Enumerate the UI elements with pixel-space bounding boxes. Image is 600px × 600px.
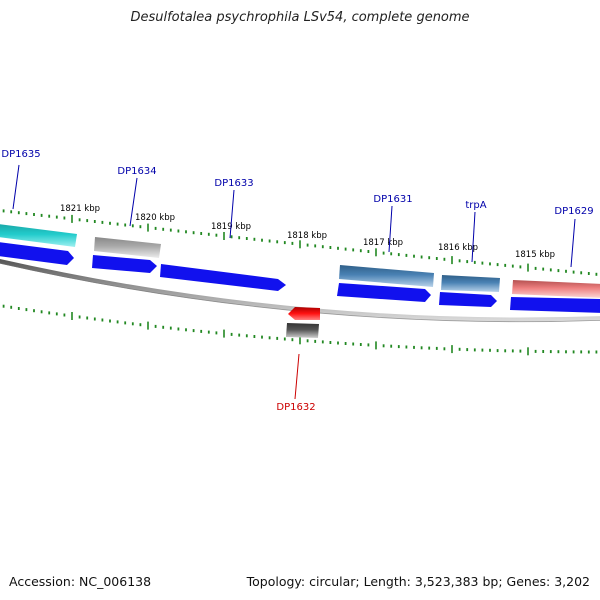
gene-label-DP1631[interactable]: DP1631: [373, 194, 412, 205]
cds-arrow[interactable]: [160, 264, 286, 291]
cds-arrow[interactable]: [337, 283, 431, 302]
tick-label: 1818 kbp: [287, 231, 327, 241]
cds-arrow-reverse[interactable]: [288, 307, 320, 320]
gene-label-DP1635[interactable]: DP1635: [1, 149, 40, 160]
gene-label-DP1633[interactable]: DP1633: [214, 178, 253, 189]
genome-summary: Topology: circular; Length: 3,523,383 bp…: [246, 574, 590, 589]
gene-label-trpA[interactable]: trpA: [465, 200, 486, 211]
tick-label: 1817 kbp: [363, 238, 403, 248]
inner-tick-ring: [2, 304, 598, 356]
tick-label: 1820 kbp: [135, 213, 175, 223]
gene-label-DP1629[interactable]: DP1629: [554, 206, 593, 217]
gene-track: [0, 224, 600, 338]
gene-bar-DP1635[interactable]: [0, 224, 77, 247]
gene-callouts: DP1635 DP1634 DP1633 DP1632 DP1631 trpA …: [1, 149, 593, 413]
cds-arrow[interactable]: [439, 292, 497, 307]
gene-bar-DP1631[interactable]: [339, 265, 434, 287]
gene-bar-DP1634[interactable]: [94, 237, 161, 258]
gene-bar-DP1629[interactable]: [512, 280, 600, 298]
accession-label: Accession: NC_006138: [9, 574, 152, 589]
cds-arrow[interactable]: [510, 297, 600, 313]
gene-bar-DP1632[interactable]: [286, 323, 319, 338]
cds-track: [0, 242, 600, 313]
cds-arrow[interactable]: [92, 255, 157, 273]
gene-bar-trpA[interactable]: [441, 275, 500, 292]
map-title: Desulfotalea psychrophila LSv54, complet…: [130, 10, 470, 25]
tick-label: 1821 kbp: [60, 204, 100, 214]
gene-label-DP1632[interactable]: DP1632: [276, 402, 315, 413]
tick-label: 1815 kbp: [515, 250, 555, 260]
tick-label: 1816 kbp: [438, 243, 478, 253]
cds-arrow[interactable]: [0, 242, 74, 265]
gene-label-DP1634[interactable]: DP1634: [117, 166, 156, 177]
outer-tick-ring: [2, 209, 598, 276]
